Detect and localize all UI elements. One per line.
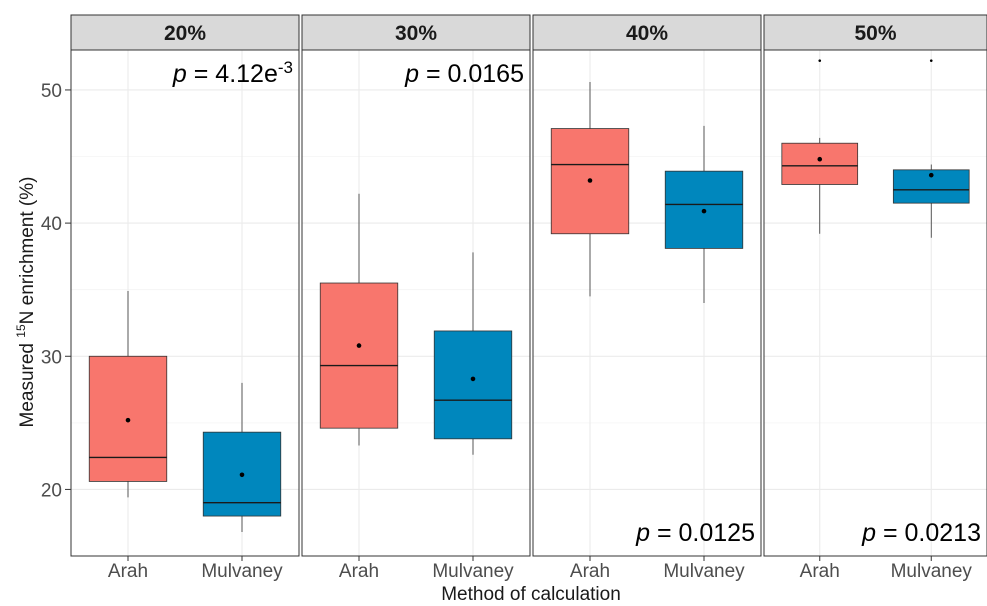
y-tick-label: 50 xyxy=(41,81,62,102)
mean-point xyxy=(470,376,476,382)
box-iqr xyxy=(781,142,859,185)
boxplot-mulvaney xyxy=(892,59,970,238)
p-value: = 0.0213 xyxy=(876,519,981,547)
y-tick-label: 40 xyxy=(41,214,62,235)
x-tick-label: Mulvaney xyxy=(663,561,745,582)
x-tick-label: Arah xyxy=(570,561,610,582)
mean-point xyxy=(239,472,245,478)
boxplot-arah xyxy=(550,81,630,297)
panel-background xyxy=(533,50,761,556)
facet-strip-label: 30% xyxy=(395,22,437,45)
x-axis-title: Method of calculation xyxy=(441,584,621,605)
facet-strip xyxy=(301,14,531,51)
y-axis: 20 30 40 50 xyxy=(41,81,71,501)
facet-panel: 40% p = 0.0125 Arah Mulvaney xyxy=(532,14,762,582)
facet-strip-label: 20% xyxy=(164,22,206,45)
facet-panel: 50% p = 0.0213 Arah Mulvaney xyxy=(763,14,987,582)
p-symbol: p xyxy=(172,60,187,88)
y-axis-title-superscript: 15 xyxy=(14,324,28,338)
p-symbol: p xyxy=(404,60,419,88)
y-tick-label: 30 xyxy=(41,347,62,368)
x-tick-label: Arah xyxy=(108,561,148,582)
boxplot-arah xyxy=(781,59,859,234)
boxplot-arah xyxy=(319,193,399,446)
p-value: = 4.12e xyxy=(187,60,278,88)
x-tick-label: Mulvaney xyxy=(891,561,973,582)
boxplot-mulvaney xyxy=(664,125,744,303)
facet-strip xyxy=(70,14,300,51)
p-value-label: p = 0.0165 xyxy=(404,60,524,88)
x-tick-label: Mulvaney xyxy=(201,561,283,582)
facet-panel: 20% p = 4.12e-3 Arah Mulvaney xyxy=(70,14,300,582)
mean-point xyxy=(928,172,934,178)
boxplot-mulvaney xyxy=(202,382,282,533)
p-value-label: p = 0.0213 xyxy=(861,519,981,547)
facet-strip-label: 40% xyxy=(626,22,668,45)
panel-border xyxy=(301,49,531,557)
panel-background xyxy=(764,50,987,556)
facet-strip xyxy=(532,14,762,51)
p-symbol: p xyxy=(635,519,650,547)
y-axis-title: Measured 15N enrichment (%) xyxy=(14,177,38,428)
box-iqr xyxy=(433,330,513,440)
box-iqr xyxy=(319,282,399,429)
mean-point xyxy=(356,343,362,348)
mean-point xyxy=(125,417,131,423)
x-tick-label: Arah xyxy=(800,561,840,582)
p-value: = 0.0125 xyxy=(650,519,755,547)
y-axis-title-prefix: Measured xyxy=(17,338,38,428)
boxplot-arah xyxy=(88,291,168,498)
facet-panels: 20% p = 4.12e-3 Arah Mulvaney 30% p = 0.0165 A… xyxy=(70,14,987,582)
x-tick-label: Mulvaney xyxy=(432,561,514,582)
x-tick-label: Arah xyxy=(339,561,379,582)
p-value: = 0.0165 xyxy=(419,60,524,88)
facet-panel: 30% p = 0.0165 Arah Mulvaney xyxy=(301,14,531,582)
p-symbol: p xyxy=(861,519,876,547)
mean-point xyxy=(817,156,823,162)
panel-border xyxy=(532,49,762,557)
y-tick-label: 20 xyxy=(41,480,62,501)
facet-strip xyxy=(763,14,987,51)
p-value-label: p = 0.0125 xyxy=(635,519,755,547)
outlier-point xyxy=(929,59,933,62)
facet-strip-label: 50% xyxy=(854,22,896,45)
mean-point xyxy=(587,178,593,183)
boxplot-mulvaney xyxy=(433,252,513,455)
mean-point xyxy=(701,208,707,214)
panel-border xyxy=(70,49,300,557)
panel-border xyxy=(763,49,987,557)
p-value-label: p = 4.12e-3 xyxy=(172,58,293,88)
y-axis-title-suffix: N enrichment (%) xyxy=(17,177,38,325)
p-exponent: -3 xyxy=(278,58,293,77)
outlier-point xyxy=(818,59,822,62)
